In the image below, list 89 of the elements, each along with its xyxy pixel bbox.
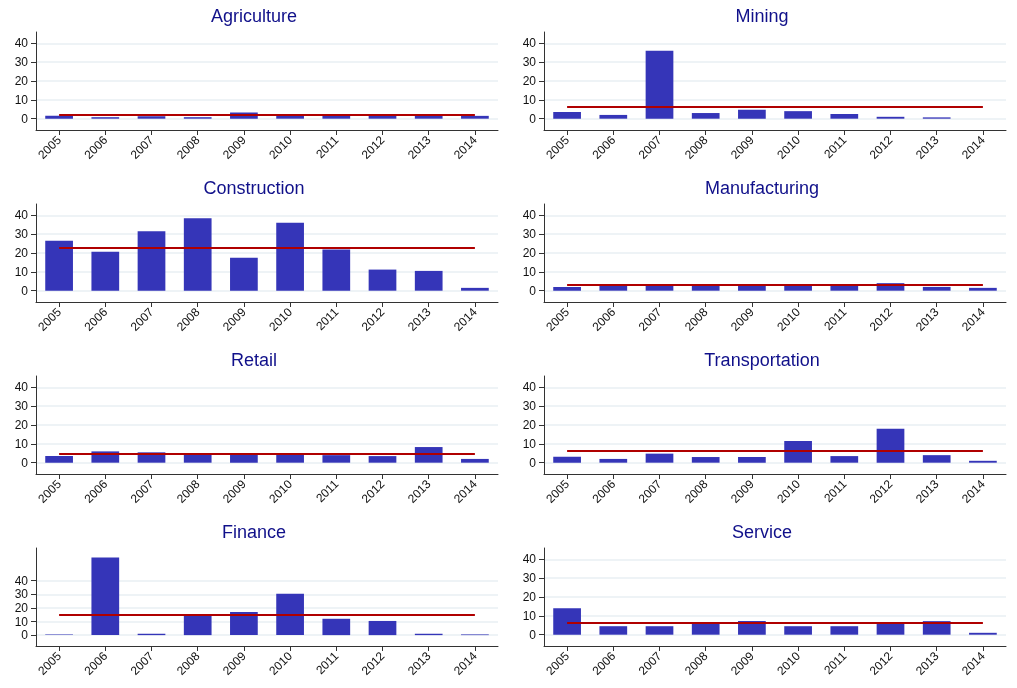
chart-title: Transportation bbox=[704, 350, 820, 370]
y-tick-label: 0 bbox=[21, 455, 29, 470]
chart-title: Agriculture bbox=[210, 6, 298, 26]
y-tick-label: 30 bbox=[522, 55, 537, 70]
y-tick-label: 40 bbox=[522, 208, 537, 223]
y-tick-label: 0 bbox=[21, 283, 29, 298]
bar bbox=[45, 240, 73, 291]
y-tick-label: 20 bbox=[14, 74, 29, 88]
bar bbox=[830, 113, 859, 119]
y-tick-label: 40 bbox=[14, 380, 29, 395]
bar bbox=[322, 249, 351, 291]
bar bbox=[230, 257, 258, 291]
bar bbox=[368, 620, 397, 636]
bar bbox=[784, 111, 812, 119]
y-tick-label: 10 bbox=[14, 614, 29, 629]
y-tick-label: 10 bbox=[522, 92, 537, 107]
bar bbox=[922, 455, 951, 463]
y-tick-label: 0 bbox=[529, 627, 537, 642]
bar bbox=[553, 608, 581, 635]
bar bbox=[784, 441, 812, 463]
bar bbox=[553, 456, 581, 463]
y-tick-label: 10 bbox=[522, 608, 537, 623]
y-tick-label: 20 bbox=[14, 600, 29, 615]
bar bbox=[322, 455, 351, 463]
bar bbox=[599, 626, 628, 635]
bar bbox=[183, 218, 212, 291]
bar bbox=[322, 618, 351, 636]
y-tick-label: 40 bbox=[14, 36, 29, 51]
y-tick-label: 30 bbox=[522, 571, 537, 586]
y-tick-label: 0 bbox=[21, 628, 29, 643]
chart-title: Manufacturing bbox=[704, 178, 820, 198]
chart-title: Service bbox=[731, 522, 793, 542]
bar bbox=[830, 456, 859, 463]
bar bbox=[414, 270, 443, 291]
y-tick-label: 0 bbox=[529, 283, 537, 298]
bar bbox=[230, 611, 258, 636]
y-tick-label: 20 bbox=[14, 246, 29, 260]
bar bbox=[784, 626, 812, 635]
chart-title: Mining bbox=[735, 6, 789, 26]
bar bbox=[691, 113, 720, 119]
y-tick-label: 20 bbox=[14, 418, 29, 432]
bar bbox=[276, 593, 304, 636]
bar bbox=[91, 557, 120, 636]
bar bbox=[45, 456, 73, 463]
y-tick-label: 0 bbox=[529, 111, 537, 126]
bar bbox=[830, 626, 859, 635]
bar bbox=[645, 50, 674, 119]
bar bbox=[553, 112, 581, 119]
y-tick-label: 40 bbox=[14, 208, 29, 223]
y-tick-label: 10 bbox=[522, 436, 537, 451]
bar bbox=[183, 614, 212, 636]
y-tick-label: 30 bbox=[522, 227, 537, 242]
y-tick-label: 30 bbox=[14, 399, 29, 414]
bar bbox=[738, 109, 766, 119]
y-tick-label: 10 bbox=[522, 264, 537, 279]
bar bbox=[461, 458, 489, 463]
y-tick-label: 20 bbox=[522, 246, 537, 260]
bar bbox=[599, 458, 628, 463]
y-tick-label: 30 bbox=[14, 55, 29, 70]
y-tick-label: 0 bbox=[529, 455, 537, 470]
y-tick-label: 40 bbox=[522, 552, 537, 567]
bar bbox=[645, 453, 674, 463]
y-tick-label: 30 bbox=[522, 399, 537, 414]
y-tick-label: 20 bbox=[522, 418, 537, 432]
bar bbox=[645, 626, 674, 635]
bar bbox=[91, 251, 120, 291]
chart-title: Construction bbox=[203, 178, 305, 198]
bar bbox=[461, 287, 489, 291]
chart-title: Retail bbox=[230, 350, 278, 370]
bar bbox=[368, 456, 397, 463]
y-tick-label: 40 bbox=[522, 380, 537, 395]
bar bbox=[368, 269, 397, 291]
bar bbox=[137, 231, 166, 291]
bar bbox=[876, 428, 905, 463]
y-tick-label: 10 bbox=[14, 436, 29, 451]
y-tick-label: 40 bbox=[522, 36, 537, 51]
y-tick-label: 20 bbox=[522, 590, 537, 604]
y-tick-label: 10 bbox=[14, 92, 29, 107]
y-tick-label: 30 bbox=[14, 587, 29, 602]
y-tick-label: 30 bbox=[14, 227, 29, 242]
chart-title: Finance bbox=[221, 522, 287, 542]
y-tick-label: 0 bbox=[21, 111, 29, 126]
bar bbox=[738, 457, 766, 463]
bar bbox=[691, 457, 720, 463]
bar bbox=[599, 114, 628, 119]
y-tick-label: 10 bbox=[14, 264, 29, 279]
y-tick-label: 40 bbox=[14, 573, 29, 588]
bar bbox=[276, 222, 304, 291]
y-tick-label: 20 bbox=[522, 74, 537, 88]
